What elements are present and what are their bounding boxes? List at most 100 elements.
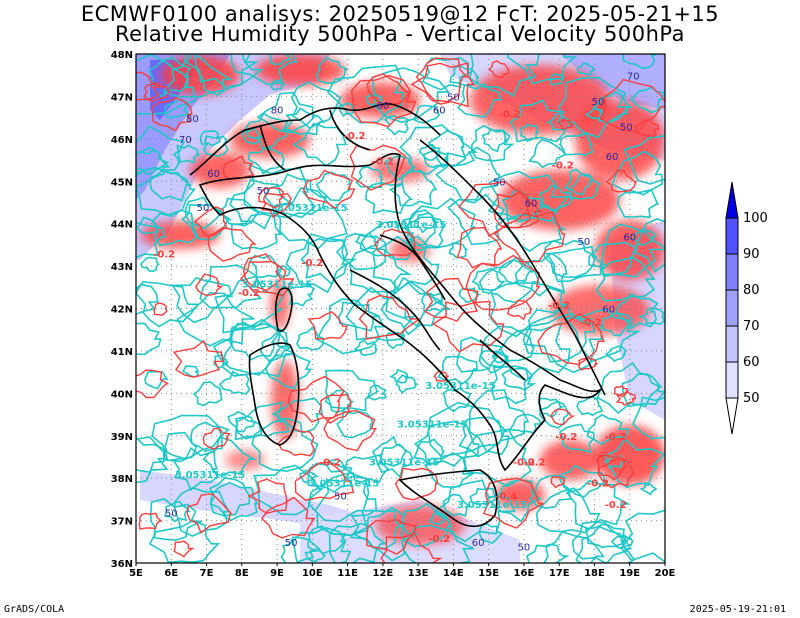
rh-contour-line [501, 367, 529, 391]
rh-contour-line [251, 417, 319, 472]
rh-contour-line [136, 146, 171, 187]
contour-label: -0.2 [605, 500, 627, 511]
rh-contour-line [389, 169, 438, 207]
lon-tick-label: 12E [372, 568, 393, 579]
lon-tick-label: 9E [270, 568, 284, 579]
rh-contour-line [470, 124, 515, 162]
rh-contour-line [575, 525, 636, 563]
rh-contour-line [524, 303, 596, 363]
rh-contour-line [566, 173, 601, 200]
contour-label: 50 [334, 491, 347, 502]
rh-contour-line [632, 396, 665, 440]
rh-contours [136, 54, 665, 563]
vv-contour-line [380, 532, 443, 563]
rh-contour-line [162, 54, 234, 98]
rh-contour-line [253, 464, 325, 516]
rh-contour-line [268, 54, 292, 66]
rh-contour-line [139, 256, 160, 273]
rh-contour-line [623, 135, 665, 185]
vv-contour-line [323, 409, 377, 452]
colorbar-top-arrow [725, 181, 739, 219]
vv-contour-line [550, 408, 576, 426]
contour-label: 3.05311e-15 [277, 203, 347, 214]
axis-labels: 5E 6E 7E 8E 9E 10E 11E 12E 13E 14E 15E 16E 17E 18E 19E… [111, 50, 676, 579]
contour-label: -0.2 [548, 301, 570, 312]
colorbar-level-label: 100 [743, 211, 768, 226]
rh-contour-line [285, 233, 348, 294]
rh-contour-line [442, 387, 472, 413]
rh-contour-line [136, 322, 162, 356]
contour-label: 60 [525, 199, 538, 210]
vv-contour-line [394, 467, 439, 501]
vv-contour-line [277, 427, 316, 457]
lon-tick-label: 11E [337, 568, 358, 579]
lat-tick-label: 37N [111, 517, 133, 528]
rh-contour-line [604, 345, 627, 362]
rh-contour-line [468, 389, 530, 454]
rh-contour-line [236, 401, 290, 440]
contour-label: -0.2 [344, 131, 366, 142]
footer-right: 2025-05-19-21:01 [689, 604, 786, 615]
rh-contour-line [315, 56, 349, 85]
rh-contour-line [593, 91, 633, 124]
rh-contour-line [413, 420, 480, 467]
rh-contour-line [448, 242, 469, 259]
rh-contour-line [336, 410, 374, 439]
rh-contour-line [256, 91, 317, 134]
colorbar-level-label: 50 [743, 391, 760, 406]
graticule [136, 54, 665, 563]
rh-contour-line [543, 530, 605, 563]
rh-contour-line [366, 384, 388, 401]
vv-contour-line [307, 311, 348, 340]
rh-contour-line [221, 323, 296, 378]
rh-contour-line [528, 138, 568, 169]
lat-tick-label: 46N [111, 135, 133, 146]
rh-contour-line [406, 197, 476, 249]
vv-contour-line [202, 427, 231, 450]
rh-contour-line [299, 469, 319, 484]
rh-contour-line [565, 308, 642, 363]
vv-contour-line [596, 454, 630, 481]
vv-contour-line [136, 71, 162, 101]
contour-label: 50 [447, 93, 460, 104]
rh-contour-line [469, 487, 504, 506]
lat-tick-label: 38N [111, 474, 133, 485]
lon-tick-label: 15E [478, 568, 499, 579]
rh-contour-line [437, 355, 478, 385]
rh-contour-line [563, 168, 593, 196]
contour-label: 3.05311e-15 [175, 470, 245, 481]
contour-label: -0.2 [301, 258, 323, 269]
contour-label: 3.05311e-15 [397, 419, 467, 430]
rh-contour-line [349, 509, 404, 550]
rh-contour-line [152, 209, 198, 247]
rh-contour-line [421, 292, 446, 312]
vv-contour-line [247, 478, 288, 515]
rh-contour-line [171, 276, 233, 324]
rh-contour-line [509, 99, 566, 143]
contour-label: 3.05311e-15 [425, 381, 495, 392]
rh-contour-line [611, 150, 664, 196]
map-title-line1: ECMWF0100 analisys: 20250519@12 FcT: 202… [80, 2, 720, 26]
rh-contour-line [285, 284, 316, 307]
rh-contour-line [584, 523, 628, 549]
lon-tick-label: 10E [302, 568, 323, 579]
rh-contour-line [243, 163, 317, 219]
lon-tick-label: 5E [129, 568, 143, 579]
rh-contour-line [471, 267, 506, 292]
rh-contour-line [354, 231, 380, 252]
rh-contour-line [149, 498, 203, 542]
vv-contour-line [195, 273, 224, 296]
lat-tick-label: 43N [111, 262, 133, 273]
rh-contour-line [344, 453, 390, 484]
contour-label: -0.2 [153, 250, 175, 261]
lat-tick-label: 44N [111, 220, 133, 231]
rh-contour-line [328, 522, 388, 563]
lon-tick-label: 20E [655, 568, 676, 579]
rh-contour-line [508, 413, 544, 434]
colorbar-segment [725, 325, 739, 363]
contour-label: 80 [186, 114, 199, 125]
rh-contour-line [434, 479, 516, 543]
rh-contour-line [324, 369, 381, 412]
colorbar-segment [725, 217, 739, 255]
contour-label: 60 [606, 152, 619, 163]
